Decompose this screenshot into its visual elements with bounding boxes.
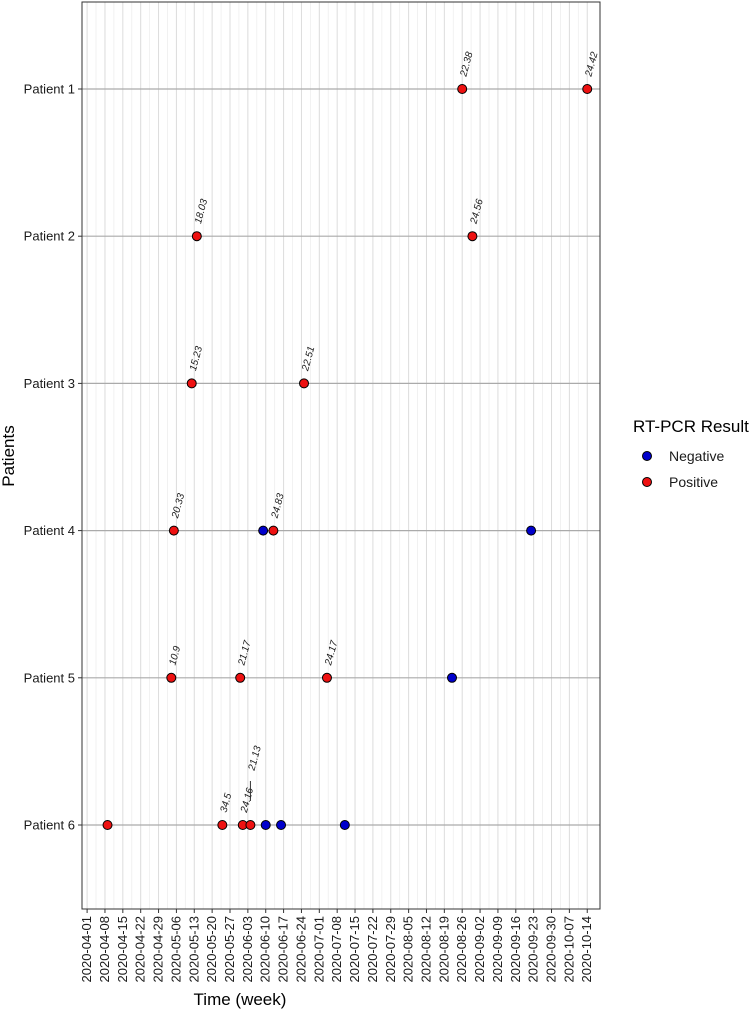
ct-value-label: 15.23: [188, 345, 205, 372]
data-point-negative: [526, 525, 537, 536]
ct-value-label: 34.5: [219, 792, 235, 814]
y-axis-title: Patients: [0, 425, 18, 486]
x-tick-label: 2020-06-17: [276, 916, 291, 983]
x-tick-label: 2020-10-07: [561, 916, 576, 983]
ct-value-label: 21.13: [246, 744, 263, 772]
y-tick-label: Patient 5: [24, 670, 75, 685]
y-axis: Patient 1 Patient 2 Patient 3 Patient 4 Pati…: [24, 82, 82, 833]
y-tick-label: Patient 3: [24, 376, 75, 391]
ct-value-label: 24.83: [269, 492, 286, 520]
x-tick-label: 2020-08-12: [418, 916, 433, 983]
x-tick-label: 2020-07-08: [329, 916, 344, 983]
x-tick-label: 2020-09-09: [490, 916, 505, 983]
legend-item-label: Negative: [669, 448, 724, 464]
x-tick-label: 2020-09-02: [472, 916, 487, 983]
data-point-positive: [457, 84, 468, 94]
x-tick-label: 2020-07-01: [311, 916, 326, 983]
grid-layer: [82, 2, 600, 909]
x-tick-label: 2020-05-20: [204, 916, 219, 983]
data-point-negative: [447, 672, 457, 683]
legend-title: RT-PCR Result: [633, 417, 749, 436]
legend-item-label: Positive: [669, 474, 718, 490]
x-tick-label: 2020-06-03: [240, 916, 255, 983]
ct-value-label: 20.33: [170, 492, 187, 520]
x-tick-label: 2020-08-05: [401, 916, 416, 983]
x-tick-label: 2020-08-26: [454, 916, 469, 983]
data-point-positive: [467, 231, 478, 242]
x-tick-label: 2020-05-13: [186, 916, 201, 983]
plot-panel: [81, 1, 601, 910]
ct-value-label: 18.03: [193, 198, 210, 225]
data-points: [102, 84, 593, 830]
x-tick-label: 2020-04-01: [79, 916, 94, 983]
y-tick-label: Patient 6: [24, 818, 75, 833]
legend: RT-PCR Result Negative Positive: [633, 417, 749, 490]
ct-value-label: 22.38: [458, 50, 475, 78]
data-point-positive: [186, 378, 197, 389]
x-tick-label: 2020-07-22: [365, 916, 380, 983]
x-tick-label: 2020-09-30: [544, 916, 559, 983]
data-point-positive: [235, 672, 246, 683]
data-point-positive: [321, 672, 332, 683]
data-point-negative: [276, 820, 287, 830]
data-point-positive: [217, 820, 228, 830]
ct-value-label: 24.17: [323, 639, 340, 667]
data-point-negative: [260, 820, 271, 830]
legend-items: Negative Positive: [642, 448, 724, 490]
x-tick-label: 2020-06-10: [258, 916, 273, 983]
data-point-negative: [258, 525, 269, 536]
y-tick-label: Patient 4: [24, 523, 75, 538]
x-tick-label: 2020-07-15: [347, 916, 362, 983]
y-tick-label: Patient 2: [24, 229, 75, 244]
data-point-positive: [582, 84, 593, 94]
ct-value-label: 24.42: [583, 50, 600, 78]
x-tick-label: 2020-05-06: [168, 916, 183, 983]
ct-value-label: 10.9: [168, 645, 184, 667]
data-point-positive: [245, 820, 256, 830]
data-point-positive: [191, 231, 202, 242]
x-tick-label: 2020-04-22: [133, 916, 148, 983]
x-tick-label: 2020-09-23: [526, 916, 541, 983]
legend-key: [642, 451, 652, 461]
data-point-positive: [268, 525, 279, 536]
x-axis-title: Time (week): [194, 990, 287, 1009]
data-point-positive: [166, 672, 177, 683]
ct-value-label: 24.16: [239, 786, 256, 814]
x-tick-label: 2020-04-29: [151, 916, 166, 983]
x-tick-label: 2020-06-24: [293, 916, 308, 983]
x-tick-label: 2020-09-16: [508, 916, 523, 983]
ct-value-label: 22.51: [300, 345, 317, 373]
x-tick-label: 2020-04-08: [97, 916, 112, 983]
x-tick-label: 2020-04-15: [115, 916, 130, 983]
data-point-positive: [168, 525, 179, 536]
data-point-positive: [299, 378, 309, 389]
x-tick-label: 2020-10-14: [579, 916, 594, 983]
x-tick-label: 2020-05-27: [222, 916, 237, 983]
data-point-negative: [339, 820, 350, 830]
y-tick-label: Patient 1: [24, 82, 75, 97]
legend-key: [642, 477, 652, 487]
x-tick-label: 2020-07-29: [383, 916, 398, 983]
x-tick-label: 2020-08-19: [436, 916, 451, 983]
data-point-positive: [102, 820, 113, 830]
x-axis: 2020-04-01 2020-04-08 2020-04-15 2020-04-22…: [79, 909, 594, 983]
